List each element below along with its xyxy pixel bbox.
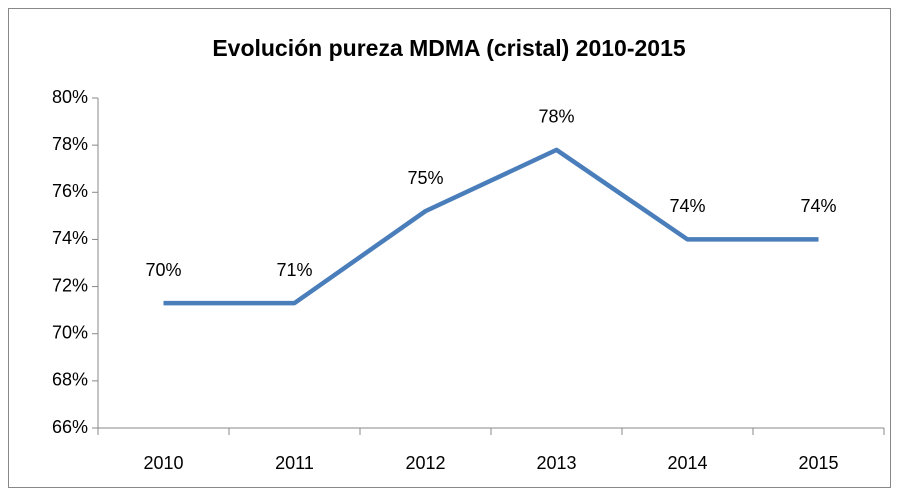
data-label: 70%: [145, 260, 181, 280]
y-tick-label: 70%: [52, 322, 88, 342]
x-tick-label: 2015: [798, 453, 838, 473]
y-tick-label: 74%: [52, 228, 88, 248]
data-label: 74%: [800, 196, 836, 216]
chart-title: Evolución pureza MDMA (cristal) 2010-201…: [212, 35, 686, 61]
x-tick-label: 2011: [275, 453, 314, 473]
data-line: [163, 147, 819, 306]
y-tick-label: 76%: [52, 181, 88, 201]
y-tick-label: 66%: [52, 417, 88, 437]
data-label: 78%: [538, 107, 574, 127]
x-tick-label: 2014: [667, 453, 707, 473]
data-label: 75%: [407, 168, 443, 188]
y-tick-label: 72%: [52, 275, 88, 295]
data-label: 71%: [276, 260, 312, 280]
x-tick-label: 2012: [405, 453, 445, 473]
chart-border: [8, 8, 891, 488]
y-tick-label: 78%: [52, 134, 88, 154]
x-tick-label: 2013: [536, 453, 576, 473]
y-tick-label: 68%: [52, 370, 88, 390]
data-label: 74%: [669, 196, 705, 216]
y-tick-label: 80%: [52, 87, 88, 107]
x-tick-label: 2010: [143, 453, 183, 473]
